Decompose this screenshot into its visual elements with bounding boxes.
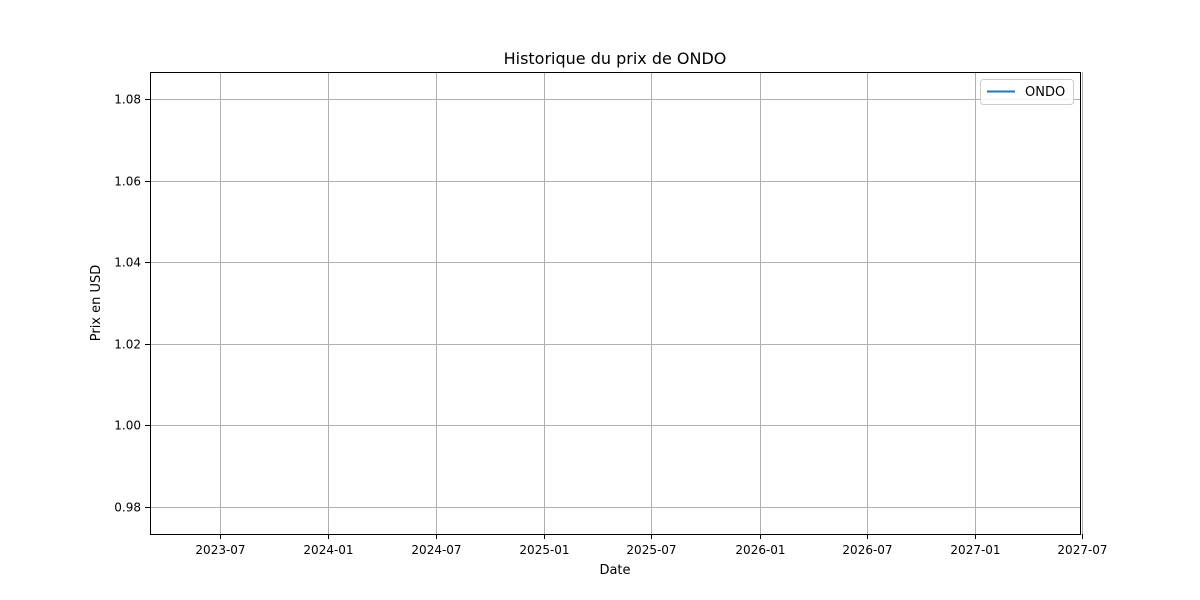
legend-box xyxy=(980,79,1074,105)
y-tick-label: 0.98 xyxy=(114,501,141,515)
y-tick-label: 1.06 xyxy=(114,175,141,189)
x-axis: 2023-07 2024-01 2024-07 2025-01 2025-07 2026-… xyxy=(195,534,1108,557)
x-tick-label: 2027-07 xyxy=(1057,543,1107,557)
x-axis-label: Date xyxy=(599,563,630,578)
y-axis: 0.98 1.00 1.02 1.04 1.06 1.08 xyxy=(114,93,150,515)
x-tick-label: 2023-07 xyxy=(195,543,245,557)
y-tick-label: 1.08 xyxy=(114,93,141,107)
x-tick-label: 2024-01 xyxy=(303,543,353,557)
plot-area-background xyxy=(150,72,1080,534)
plot-area-frame xyxy=(150,72,1081,535)
grid xyxy=(150,72,1083,534)
x-tick-label: 2025-07 xyxy=(626,543,676,557)
x-tick-label: 2027-01 xyxy=(950,543,1000,557)
y-tick-label: 1.02 xyxy=(114,338,141,352)
chart-title: Historique du prix de ONDO xyxy=(504,49,727,68)
y-tick-label: 1.00 xyxy=(114,419,141,433)
x-tick-label: 2026-01 xyxy=(735,543,785,557)
x-tick-label: 2026-07 xyxy=(842,543,892,557)
y-axis-label: Prix en USD xyxy=(89,265,104,342)
legend: ONDO xyxy=(980,79,1074,105)
y-tick-label: 1.04 xyxy=(114,256,141,270)
legend-label-ondo: ONDO xyxy=(1025,85,1065,100)
x-tick-label: 2025-01 xyxy=(519,543,569,557)
x-tick-label: 2024-07 xyxy=(411,543,461,557)
